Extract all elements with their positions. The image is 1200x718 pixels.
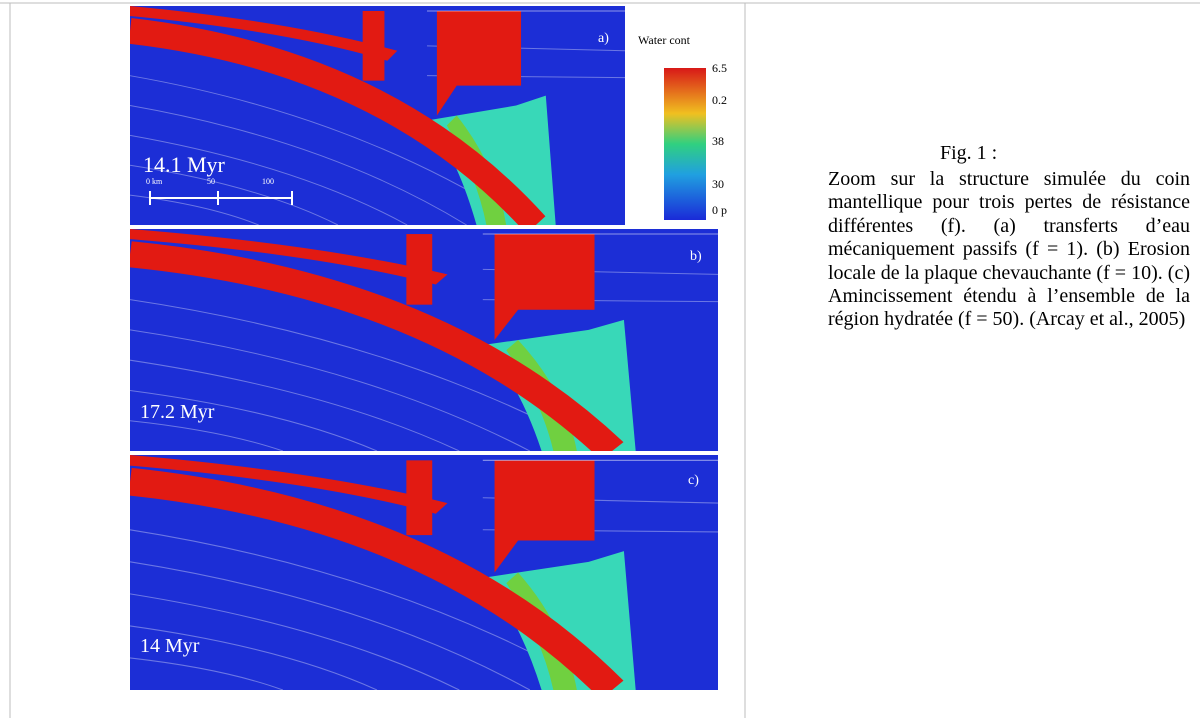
colorbar-title: Water cont	[638, 33, 691, 47]
panel-time: 14 Myr	[140, 635, 200, 657]
caption-title: Fig. 1 :	[940, 142, 997, 165]
scale-label: 50	[207, 177, 215, 186]
caption-text: Zoom sur la structure simulée du coin ma…	[828, 168, 1190, 332]
panel-b	[130, 229, 718, 451]
scale-label: 0 km	[146, 177, 163, 186]
colorbar	[664, 68, 706, 220]
panel-a	[130, 6, 625, 225]
colorbar-label: 0.2	[712, 93, 727, 107]
panel-label: c)	[688, 473, 699, 488]
panel-c	[130, 455, 718, 690]
panel-time: 14.1 Myr	[143, 152, 226, 177]
colorbar-label: 6.5	[712, 61, 727, 75]
panel-time: 17.2 Myr	[140, 401, 215, 423]
page: a) b) c) 14.1 Myr 17.2 Myr 14 Myr 0 km 5…	[0, 0, 1200, 718]
colorbar-label: 0 p	[712, 203, 727, 217]
panel-label: a)	[598, 31, 609, 46]
scale-label: 100	[262, 177, 274, 186]
panel-label: b)	[690, 249, 702, 264]
colorbar-label: 30	[712, 177, 724, 191]
colorbar-label: 38	[712, 134, 724, 148]
figure: a) b) c) 14.1 Myr 17.2 Myr 14 Myr 0 km 5…	[0, 0, 1200, 718]
